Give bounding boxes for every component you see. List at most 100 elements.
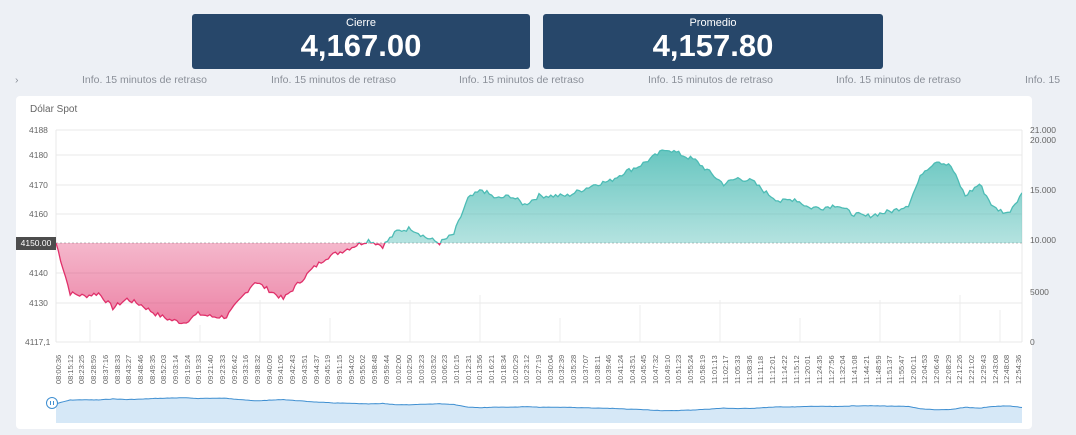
x-tick-label: 08:48:46 [135,354,145,384]
x-tick-label: 11:48:59 [873,355,883,384]
x-tick-label: 09:45:19 [323,354,333,384]
x-tick-label: 09:03:14 [171,354,181,384]
x-tick-label: 10:39:46 [604,354,614,384]
x-tick-label: 11:14:22 [779,355,789,384]
y-tick-right: 20.000 [1030,135,1056,145]
x-tick-label: 11:32:04 [838,355,848,384]
x-tick-label: 10:13:56 [475,354,485,384]
ticker-item: Info. 15 minutos de retraso [82,74,207,86]
x-tick-label: 10:55:24 [686,354,696,384]
x-tick-label: 11:08:36 [744,355,754,384]
x-tick-label: 11:24:35 [814,355,824,384]
x-tick-label: 09:44:37 [311,354,321,384]
y-tick-left: 4130 [29,298,48,308]
x-tick-label: 10:41:24 [615,354,625,384]
chart-title: Dólar Spot [30,104,78,115]
x-tick-label: 12:43:08 [990,354,1000,384]
x-tick-label: 11:05:33 [733,355,743,384]
x-tick-label: 10:51:23 [674,354,684,384]
x-tick-label: 08:49:35 [147,354,157,384]
x-tick-label: 10:58:19 [697,354,707,384]
y-tick-right: 0 [1030,337,1035,347]
x-tick-label: 10:12:31 [463,354,473,384]
x-tick-label: 12:08:29 [943,354,953,384]
stat-promedio: Promedio 4,157.80 [543,14,883,69]
ticker-item: Info. 15 minutos de retraso [836,74,961,86]
y-tick-left: 4188 [29,125,48,135]
ticker-item: Info. 15 minutos de retraso [459,74,584,86]
x-tick-label: 10:03:23 [416,354,426,384]
x-tick-label: 09:21:40 [206,354,216,384]
x-tick-label: 11:12:01 [768,355,778,384]
x-tick-label: 10:03:52 [428,354,438,384]
x-tick-label: 11:02:17 [721,355,731,384]
ticker-marquee: › Info. 15 minutos de retraso Info. 15 m… [0,72,1076,88]
x-tick-label: 08:52:03 [159,354,169,384]
x-tick-label: 10:20:29 [510,354,520,384]
ticker-item: Info. 15 [1025,74,1061,86]
x-tick-label: 10:06:23 [440,354,450,384]
y-tick-right: 10.000 [1030,235,1056,245]
x-tick-label: 09:23:33 [217,354,227,384]
x-tick-label: 08:00:36 [54,354,63,384]
stat-cierre-label: Cierre [346,17,376,29]
x-tick-label: 12:54:36 [1014,354,1023,384]
price-series [56,149,1022,325]
x-tick-label: 11:20:01 [803,355,813,384]
x-tick-label: 09:40:09 [264,354,274,384]
x-tick-label: 12:21:02 [967,354,977,384]
x-tick-label: 08:43:27 [124,354,134,384]
x-tick-label: 11:15:12 [791,355,801,384]
x-tick-label: 10:38:11 [592,355,602,384]
x-tick-label: 10:35:28 [569,354,579,384]
x-tick-label: 10:49:10 [662,354,672,384]
x-tick-label: 09:55:02 [358,354,368,384]
y-tick-left: 4180 [29,150,48,160]
navigator[interactable] [55,397,1023,423]
x-tick-label: 09:54:02 [346,354,356,384]
stat-cierre-value: 4,167.00 [300,28,422,63]
x-tick-label: 10:02:00 [393,354,403,384]
y-tick-right: 15.000 [1030,185,1056,195]
y-tick-left: 4170 [29,180,48,190]
volume-bars [89,295,1001,342]
x-tick-label: 09:42:43 [288,354,298,384]
x-tick-label: 12:04:53 [920,354,930,384]
ticker-item: Info. 15 minutos de retraso [271,74,396,86]
stat-cierre: Cierre 4,167.00 [192,14,530,69]
x-tick-label: 10:02:50 [405,354,415,384]
y-tick-left: 4140 [29,268,48,278]
stat-promedio-value: 4,157.80 [652,28,774,63]
x-tick-label: 11:01:13 [709,355,719,384]
x-tick-label: 11:55:47 [896,355,906,384]
stat-promedio-label: Promedio [689,17,737,29]
x-tick-label: 08:38:33 [112,354,122,384]
x-tick-label: 09:41:05 [276,354,286,384]
x-tick-label: 10:45:45 [639,354,649,384]
x-tick-label: 11:44:21 [861,355,871,384]
x-tick-label: 10:32:39 [557,354,567,384]
x-tick-label: 10:37:07 [580,354,590,384]
x-tick-label: 11:51:37 [885,355,895,384]
x-tick-label: 12:29:43 [978,354,988,384]
x-tick-label: 12:48:08 [1002,354,1012,384]
x-tick-label: 10:43:51 [627,354,637,384]
x-tick-label: 11:11:18 [756,355,766,384]
x-tick-label: 09:33:16 [241,354,251,384]
x-tick-label: 10:30:04 [545,354,555,384]
x-tick-label: 10:16:21 [487,354,497,384]
x-tick-label: 12:00:11 [908,355,918,384]
x-tick-label: 10:47:32 [651,354,661,384]
y-tick-left: 4117,1 [25,337,51,347]
reference-price-tag: 4150.00 [16,237,56,250]
x-tick-label: 08:28:59 [89,354,99,384]
x-tick-label: 09:26:42 [229,354,239,384]
x-tick-label: 09:58:48 [370,354,380,384]
ticker-arrow-icon: › [15,74,19,86]
x-tick-label: 08:15:12 [65,354,75,384]
x-tick-label: 09:38:32 [253,354,263,384]
x-tick-label: 12:12:26 [955,354,965,384]
navigator-handle-icon[interactable] [46,397,58,409]
x-tick-label: 10:27:19 [534,354,543,384]
